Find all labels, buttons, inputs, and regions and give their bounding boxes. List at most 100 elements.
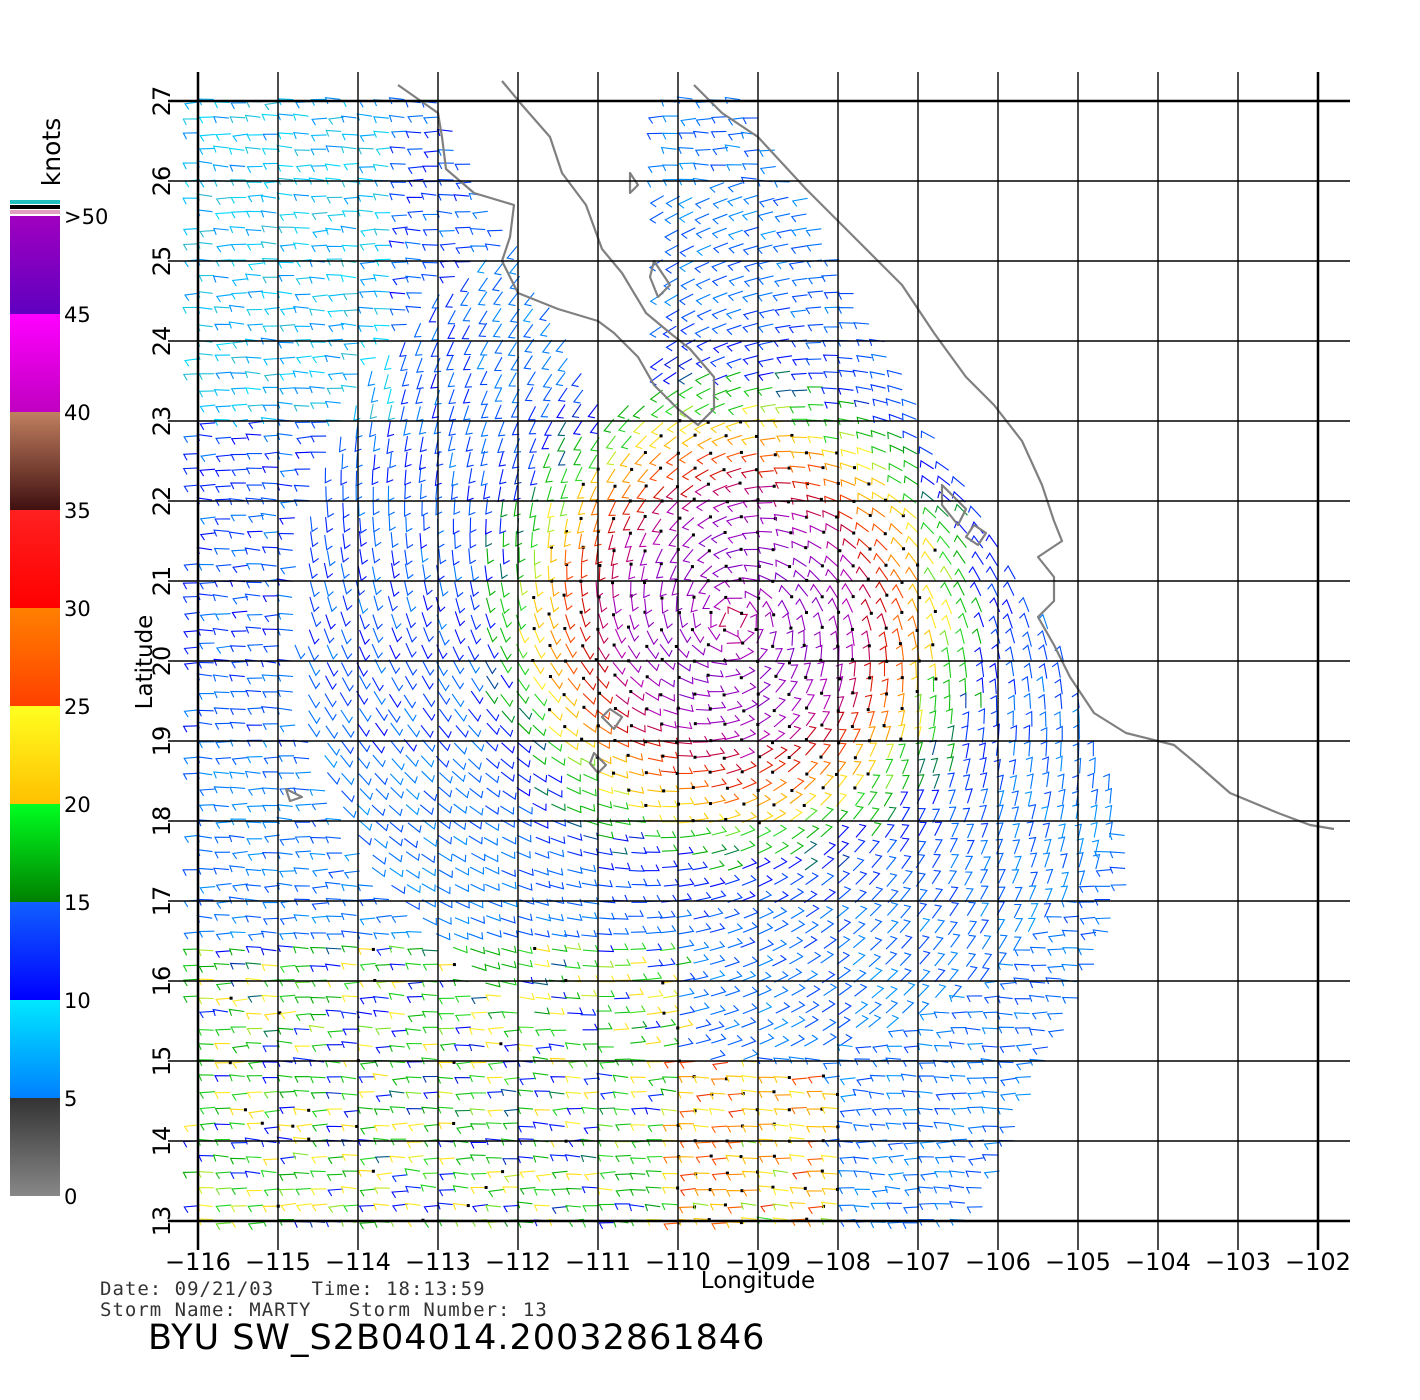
wind-barb	[470, 1141, 487, 1149]
wind-barb	[982, 1011, 999, 1019]
wind-barb	[624, 533, 632, 548]
wind-barb	[434, 438, 442, 455]
wind-barb	[325, 1125, 342, 1133]
wind-barb	[500, 674, 514, 689]
wind-barb	[342, 1028, 359, 1036]
wind-barb	[231, 403, 248, 412]
wind-barb	[902, 1029, 919, 1038]
wind-barb	[1102, 773, 1111, 790]
legend-label: 45	[64, 303, 91, 327]
wind-barb	[598, 613, 609, 630]
wind-barb	[775, 648, 783, 663]
wind-barb	[676, 721, 693, 730]
wind-barb	[373, 324, 390, 332]
wind-barb	[726, 358, 742, 369]
wind-barb	[471, 678, 484, 693]
wind-barb	[499, 627, 511, 644]
wind-barb	[681, 534, 694, 549]
wind-barb	[947, 743, 955, 759]
rain-flag-dot	[787, 466, 791, 470]
wind-barb	[971, 628, 982, 644]
wind-barb	[915, 741, 924, 758]
wind-barb	[292, 370, 309, 378]
rain-flag-dot	[307, 1108, 311, 1112]
wind-barb	[261, 148, 278, 156]
wind-barb	[437, 677, 450, 692]
wind-barb	[338, 436, 347, 453]
wind-barb	[662, 325, 677, 339]
wind-barb	[854, 838, 866, 853]
wind-barb	[889, 444, 905, 452]
legend-label: 10	[64, 989, 91, 1013]
wind-barb	[1094, 898, 1111, 906]
wind-barb	[669, 565, 677, 580]
wind-barb	[636, 498, 647, 514]
rain-flag-dot	[722, 468, 726, 472]
wind-barb	[907, 597, 919, 614]
wind-barb	[645, 1036, 662, 1045]
lat-tick-label: 16	[148, 966, 176, 997]
wind-barb	[790, 1000, 806, 1013]
wind-barb	[229, 179, 246, 187]
wind-barb	[679, 1173, 696, 1182]
wind-barb	[479, 341, 489, 356]
wind-barb	[782, 612, 792, 629]
wind-barb	[931, 789, 940, 805]
wind-barb	[917, 1186, 934, 1194]
wind-barb	[309, 852, 326, 860]
wind-barb	[358, 1091, 375, 1099]
wind-barb	[468, 499, 476, 516]
wind-barb	[648, 259, 663, 272]
wind-barb	[583, 1126, 600, 1135]
wind-barb	[629, 1157, 646, 1165]
wind-barb	[212, 594, 229, 602]
wind-barb	[485, 772, 500, 784]
wind-barb	[214, 518, 231, 526]
wind-barb	[978, 708, 986, 724]
wind-barb	[949, 838, 958, 853]
wind-barb	[447, 310, 456, 325]
wind-barb	[711, 275, 728, 287]
wind-barb	[917, 774, 925, 789]
wind-barb	[278, 517, 295, 525]
wind-barb	[1026, 773, 1034, 789]
wind-barb	[580, 1154, 597, 1163]
wind-barb	[420, 192, 437, 200]
wind-barb	[406, 627, 418, 643]
wind-barb	[326, 1044, 343, 1052]
wind-barb	[534, 960, 550, 968]
wind-barb	[647, 814, 664, 822]
wind-barb	[498, 451, 506, 467]
wind-barb	[901, 1090, 918, 1098]
wind-barb	[838, 728, 847, 744]
wind-barb	[355, 484, 363, 501]
wind-barb	[517, 661, 530, 676]
wind-barb	[599, 990, 615, 998]
wind-barb	[598, 1046, 614, 1054]
wind-barb	[885, 1122, 902, 1130]
wind-barb	[491, 277, 503, 292]
wind-barb	[292, 131, 309, 140]
wind-barb	[948, 1123, 965, 1131]
wind-barb	[740, 1089, 757, 1097]
rain-flag-dot	[771, 644, 775, 648]
wind-barb	[469, 517, 477, 534]
wind-barb	[836, 356, 853, 364]
wind-barb	[646, 659, 660, 672]
wind-barb	[660, 942, 676, 952]
wind-barb	[936, 475, 951, 486]
wind-barb	[678, 211, 694, 223]
wind-barb	[230, 437, 247, 445]
wind-barb	[902, 1206, 919, 1214]
wind-barb	[196, 756, 213, 764]
wind-barb	[630, 942, 647, 950]
wind-barb	[724, 956, 741, 968]
wind-barb	[853, 969, 867, 983]
wind-barb	[262, 723, 279, 731]
wind-barb	[678, 782, 695, 790]
wind-barb	[950, 1027, 967, 1034]
wind-barb	[549, 645, 562, 660]
wind-barb	[1045, 977, 1062, 985]
wind-barb	[503, 1174, 520, 1183]
wind-barb	[580, 547, 589, 564]
